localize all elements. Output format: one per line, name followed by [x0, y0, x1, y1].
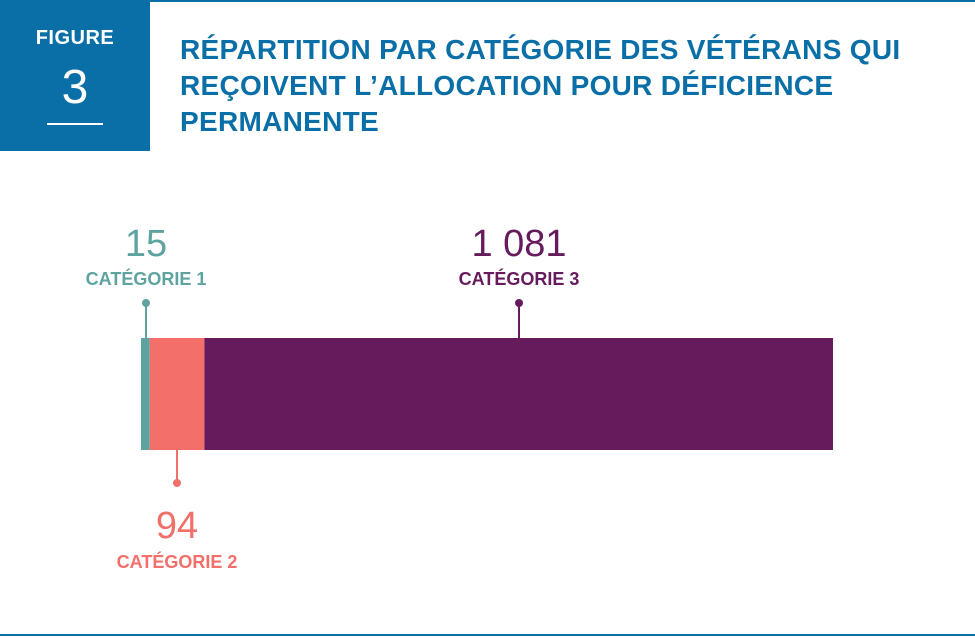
bar-segment-category-2: [149, 338, 205, 450]
category-label-3: CATÉGORIE 3: [459, 268, 580, 289]
figure-number: 3: [61, 61, 89, 114]
value-label-1: 15: [125, 223, 167, 265]
figure-badge: FIGURE 3: [0, 0, 150, 151]
bar-segment-category-1: [141, 338, 150, 450]
leader-dot-category-1: [142, 299, 150, 307]
bottom-rule: [0, 634, 975, 636]
figure-label: FIGURE: [35, 27, 115, 49]
category-label-2: CATÉGORIE 2: [117, 551, 238, 572]
value-label-2: 94: [156, 505, 198, 547]
value-label-3: 1 081: [471, 223, 566, 265]
figure-underline: [47, 123, 103, 125]
top-rule: [0, 0, 975, 2]
leader-dot-category-3: [515, 299, 523, 307]
category-label-1: CATÉGORIE 1: [86, 268, 207, 289]
chart-title: RÉPARTITION PAR CATÉGORIE DES VÉTÉRANS Q…: [180, 34, 901, 137]
leader-dot-category-2: [173, 479, 181, 487]
bar-segment-category-3: [204, 338, 833, 450]
